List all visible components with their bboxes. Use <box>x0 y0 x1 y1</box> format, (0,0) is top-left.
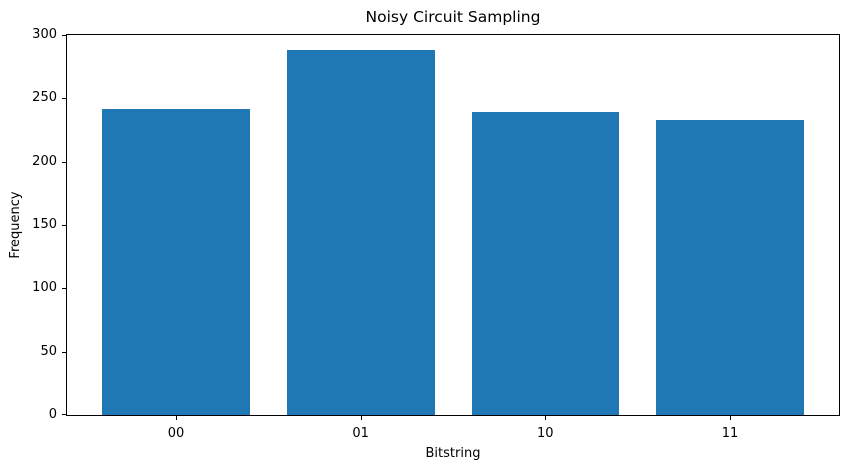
chart-title: Noisy Circuit Sampling <box>365 8 541 26</box>
y-tick-label-0: 0 <box>48 407 57 422</box>
bar-11 <box>656 119 804 415</box>
y-tick-300 <box>62 35 66 36</box>
y-tick-150 <box>62 225 66 226</box>
y-tick-label-100: 100 <box>32 280 57 296</box>
bar-01 <box>286 50 435 415</box>
y-tick-0 <box>62 414 66 415</box>
x-tick-label-01: 01 <box>352 426 369 441</box>
y-tick-100 <box>62 288 66 290</box>
y-tick-200 <box>62 161 66 163</box>
y-tick-50 <box>62 351 66 353</box>
bar-00 <box>102 108 250 415</box>
y-tick-label-150: 150 <box>32 217 57 232</box>
x-axis-label: Bitstring <box>425 446 481 461</box>
x-tick-10 <box>545 416 547 420</box>
y-tick-label-250: 250 <box>32 90 57 106</box>
y-tick-label-300: 300 <box>32 27 57 42</box>
x-tick-11 <box>730 416 731 420</box>
x-tick-01 <box>360 416 362 420</box>
x-tick-label-11: 11 <box>721 426 739 441</box>
x-tick-00 <box>176 416 177 420</box>
x-tick-label-00: 00 <box>167 426 185 441</box>
y-tick-label-50: 50 <box>40 343 57 359</box>
y-tick-label-200: 200 <box>32 153 57 169</box>
bar-10 <box>471 112 620 415</box>
plot-area <box>62 34 840 420</box>
y-tick-250 <box>62 98 66 100</box>
x-tick-label-10: 10 <box>537 426 554 441</box>
